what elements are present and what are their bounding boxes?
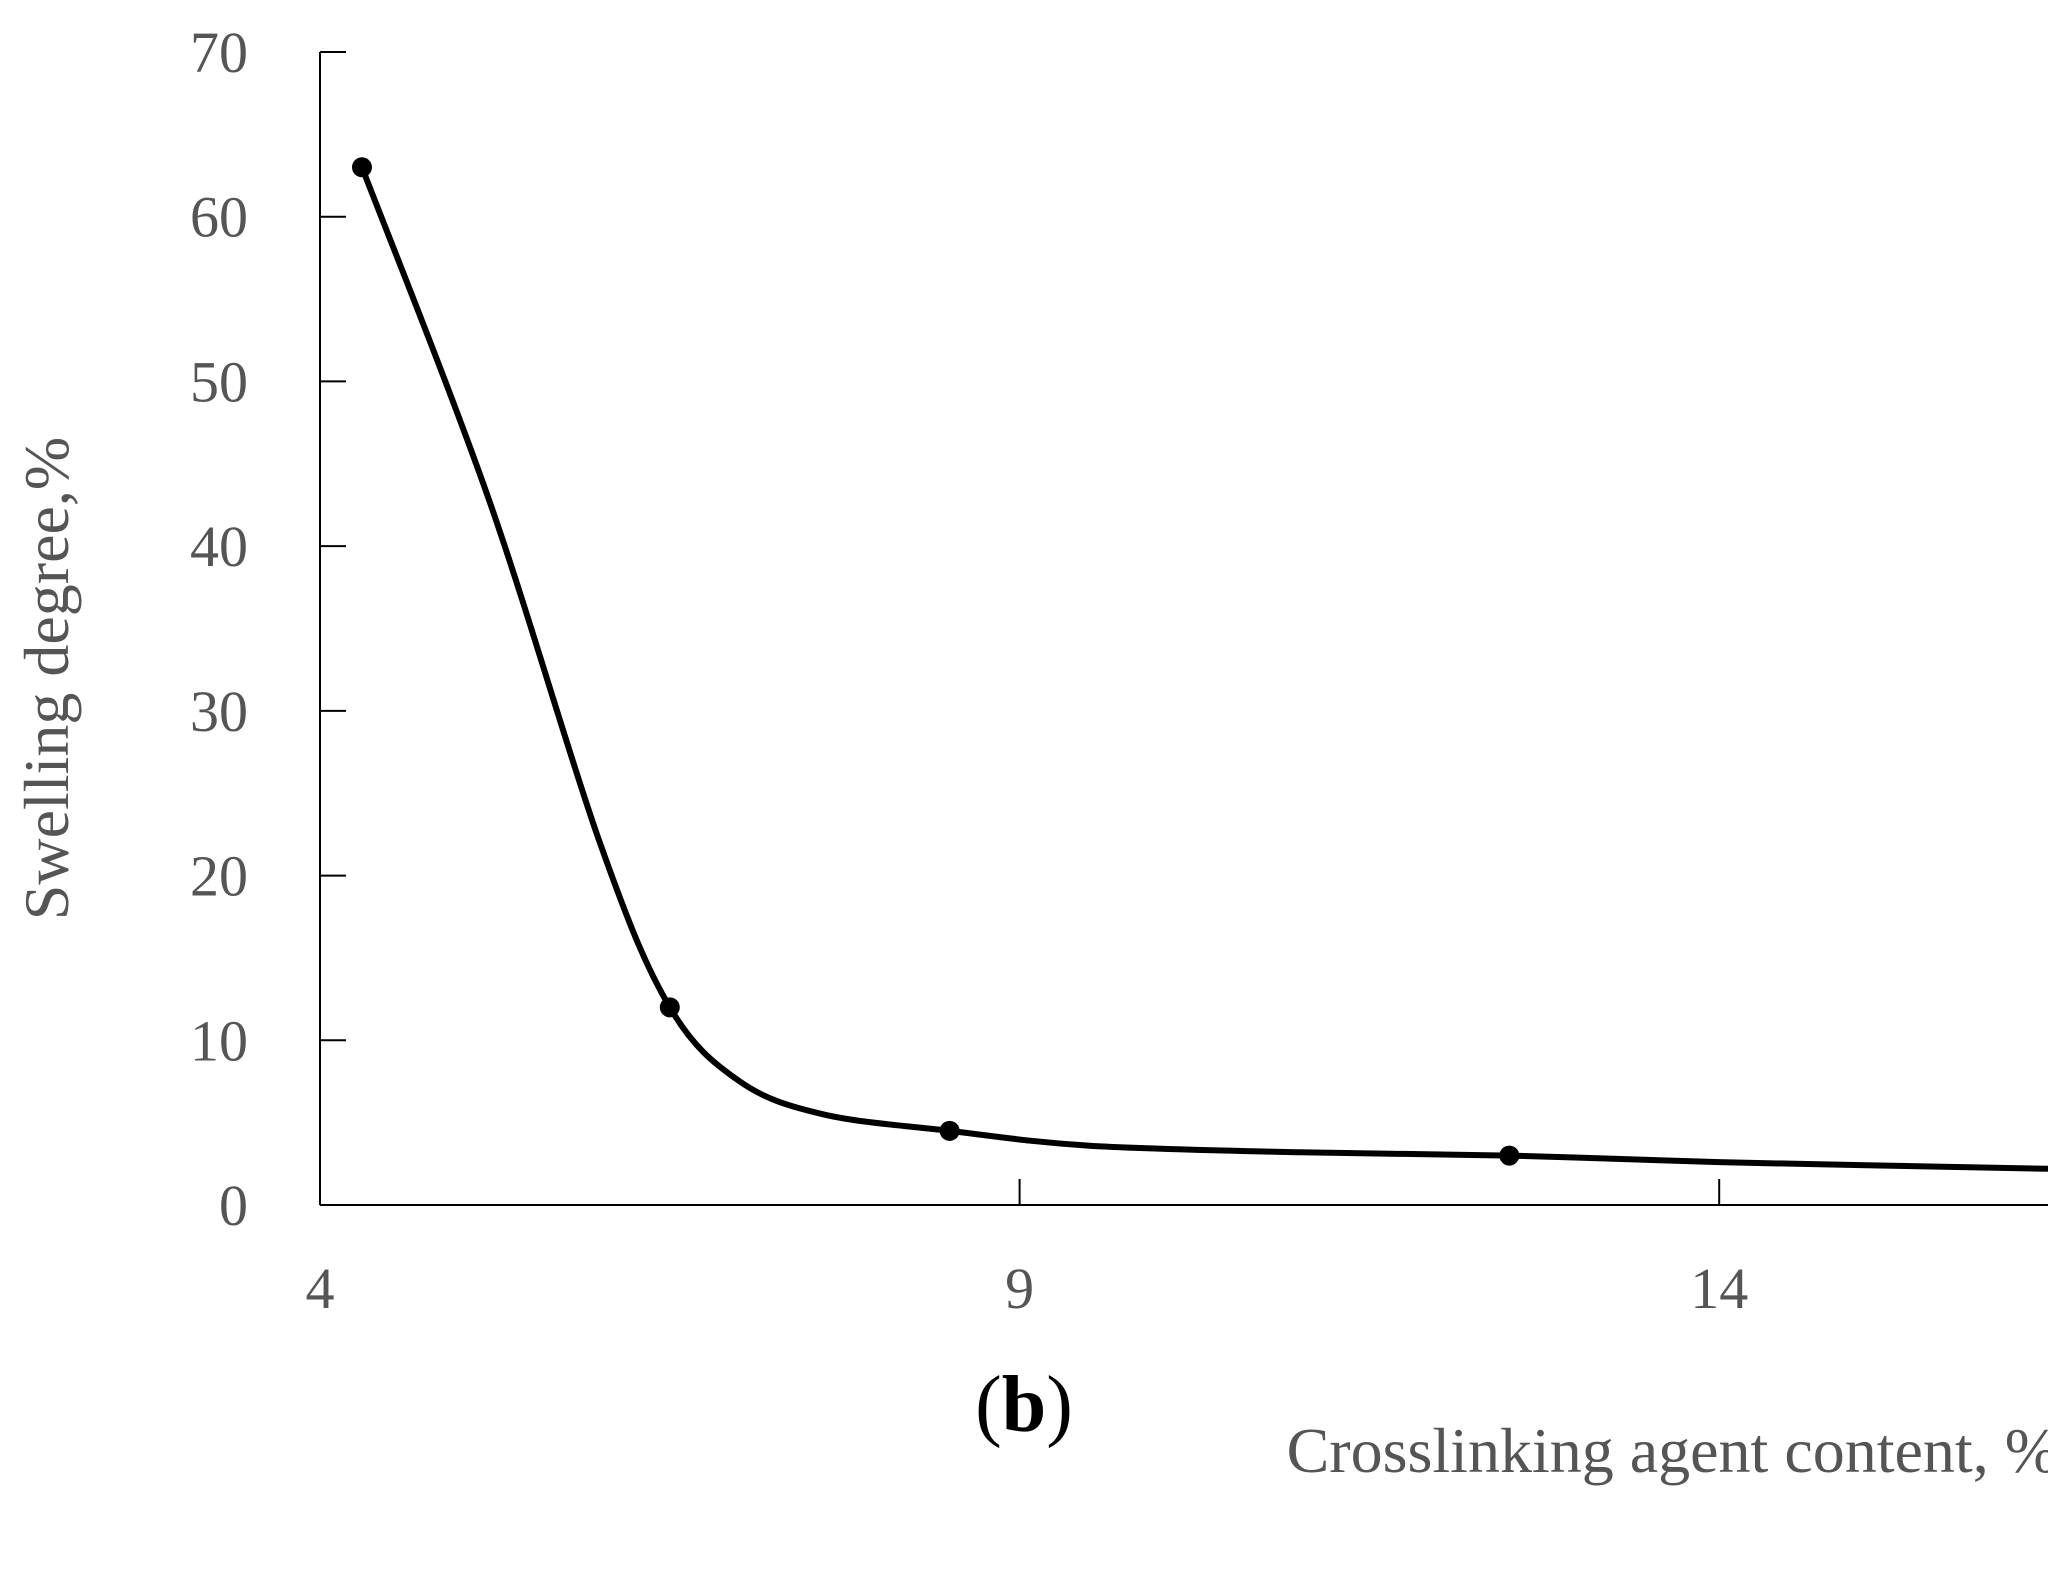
y-tick-label: 40 (190, 514, 248, 579)
axes: 0 10 20 30 40 50 60 70 4 9 14 (190, 20, 2048, 1321)
panel-label: (b) (0, 1360, 2048, 1451)
y-axis-title: Swelling degree,% (11, 437, 82, 920)
data-point (351, 157, 372, 178)
x-axis-title: Crosslinking agent content, % (1287, 1415, 2048, 1486)
y-tick-label: 70 (190, 20, 248, 85)
x-tick-label: 9 (1005, 1256, 1034, 1321)
panel-label-letter: b (1001, 1361, 1047, 1449)
y-tick-label: 0 (219, 1173, 248, 1238)
panel-label-open: ( (975, 1361, 1002, 1449)
data-point (939, 1120, 960, 1141)
x-tick-label: 4 (306, 1256, 335, 1321)
y-tick-label: 50 (190, 349, 248, 414)
data-point (1499, 1145, 1520, 1166)
panel-label-close: ) (1046, 1361, 1073, 1449)
y-tick-label: 60 (190, 185, 248, 250)
y-tick-label: 30 (190, 679, 248, 744)
x-tick-label: 14 (1690, 1256, 1748, 1321)
trend-curve (359, 166, 2048, 1172)
data-point (659, 997, 680, 1018)
trend-curve-group (359, 166, 2048, 1172)
y-tick-label: 10 (190, 1008, 248, 1073)
data-points (351, 157, 1520, 1166)
y-tick-label: 20 (190, 844, 248, 909)
